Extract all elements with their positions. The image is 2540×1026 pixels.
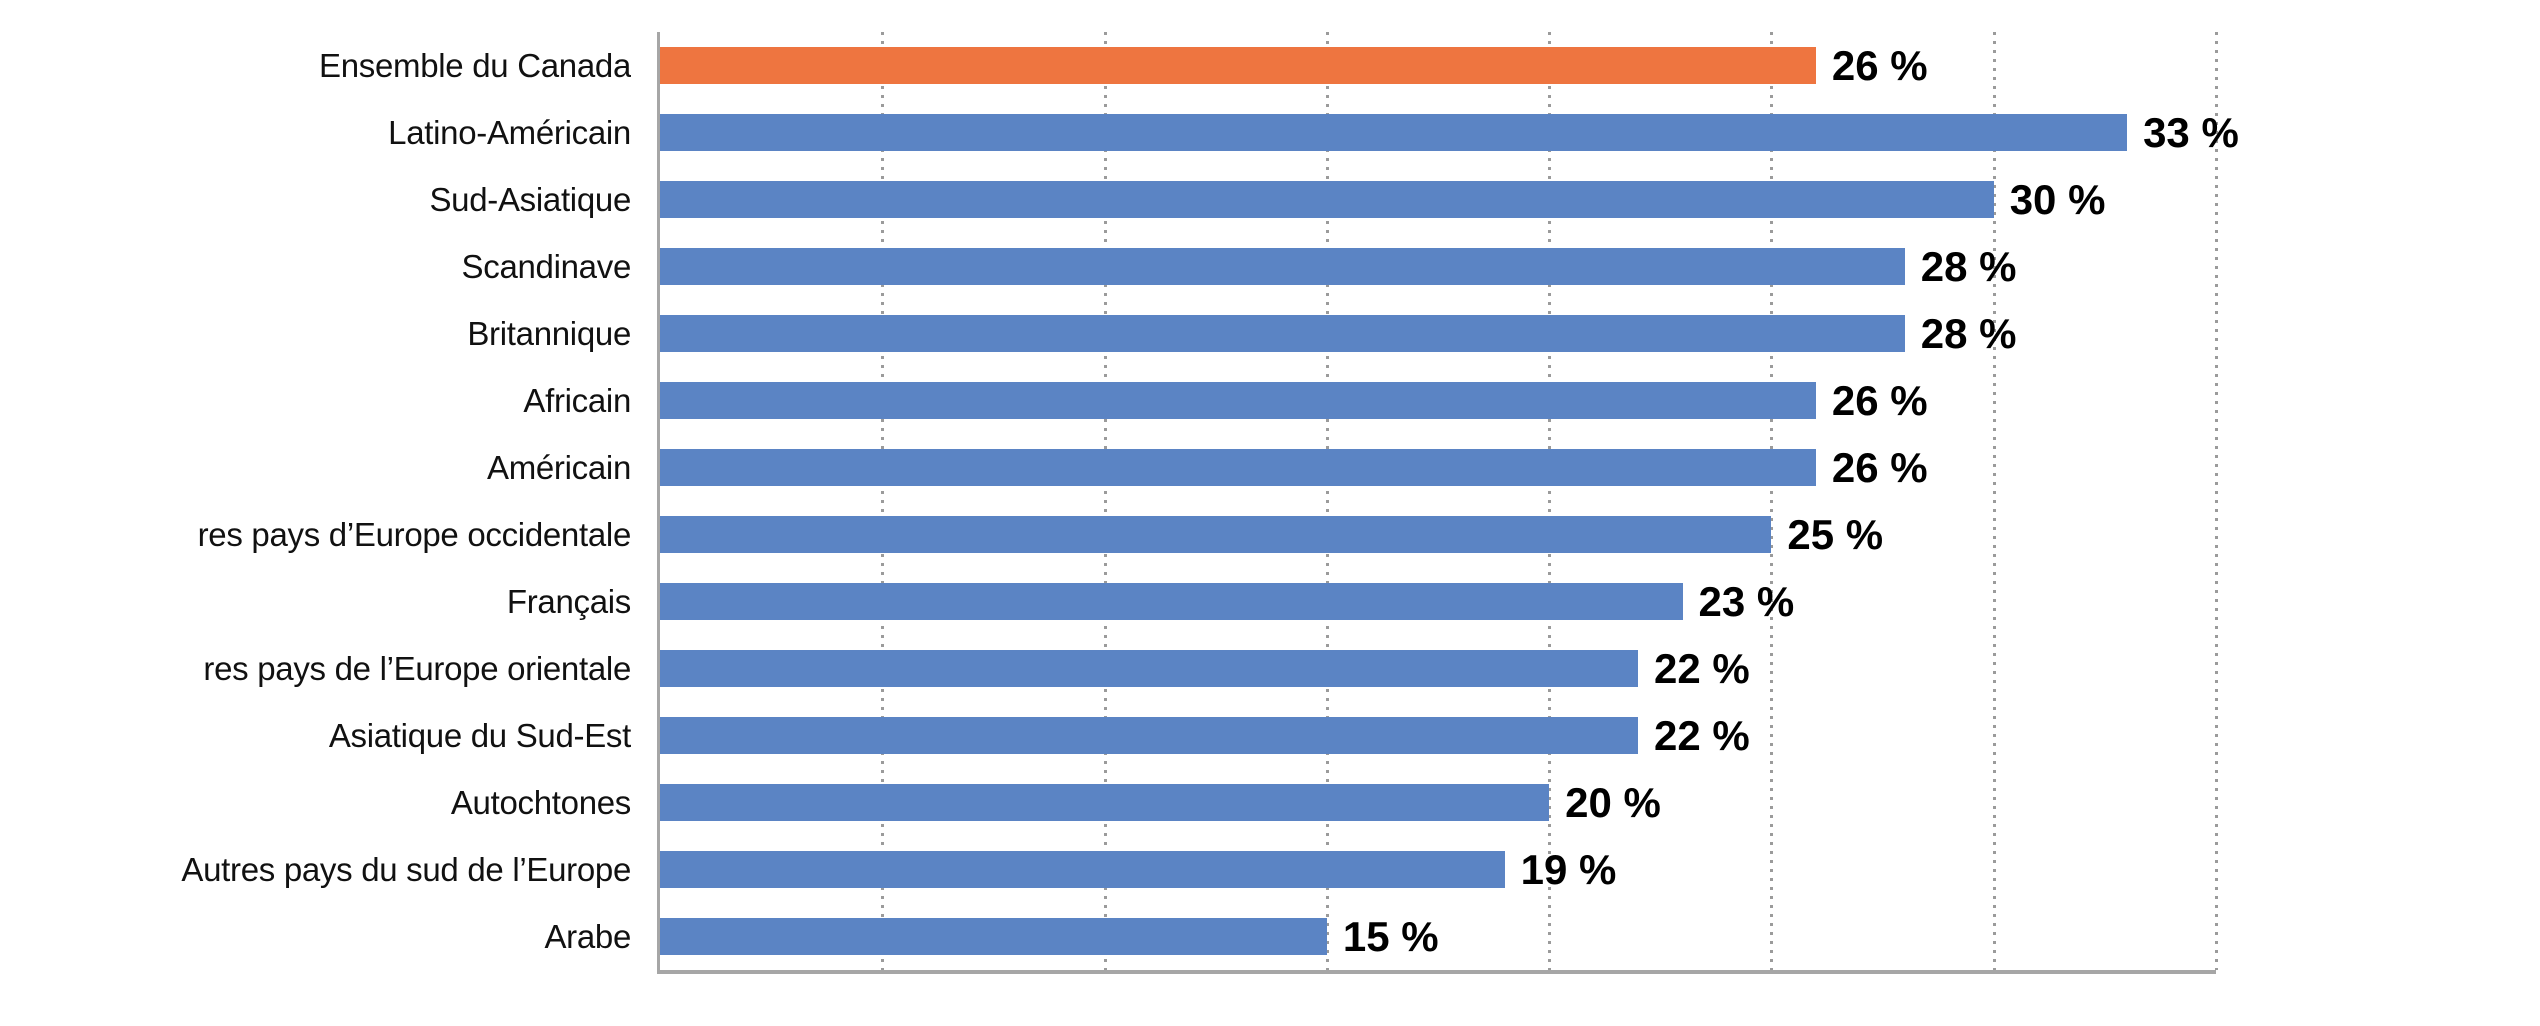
value-label: 26 % [1831, 376, 1928, 424]
category-label: Britannique [467, 314, 631, 352]
category-label: res pays de l’Europe orientale [203, 649, 631, 687]
category-axis-labels: Ensemble du Canada Latino-Américain Sud-As… [0, 32, 631, 970]
value-label: 28 % [1920, 309, 2017, 357]
gridline [2215, 32, 2218, 970]
value-label: 25 % [1787, 510, 1884, 558]
bar-row: 26 % [660, 32, 2216, 99]
value-label: 26 % [1831, 443, 1928, 491]
bar [660, 315, 1905, 352]
value-label: 22 % [1654, 711, 1750, 759]
category-label: Autres pays du sud de l’Europe [181, 850, 631, 888]
value-label: 30 % [2009, 175, 2106, 223]
bar [660, 583, 1683, 620]
value-label: 33 % [2143, 108, 2239, 156]
bar-row: 28 % [660, 300, 2216, 367]
bar-row: 19 % [660, 836, 2216, 903]
category-label: Arabe [544, 917, 631, 955]
value-label: 19 % [1520, 845, 1617, 893]
gridline [1992, 32, 1996, 970]
value-label: 20 % [1565, 778, 1661, 826]
gridline [1770, 32, 1774, 970]
category-label: Français [506, 582, 631, 620]
bar [660, 650, 1639, 687]
bar-row: 22 % [660, 635, 2216, 702]
gridline [1548, 32, 1552, 970]
plot-area: 26 % 33 % 30 % 28 % 28 % 26 % 26 % 25 % 23 % 22 %… [657, 32, 2239, 974]
bar-row: 25 % [660, 501, 2216, 568]
category-label: Asiatique du Sud-Est [328, 716, 631, 754]
gridline [1325, 32, 1329, 970]
bar [660, 248, 1905, 285]
bar [660, 918, 1327, 955]
category-label: Ensemble du Canada [319, 46, 631, 84]
category-label: Latino-Américain [388, 113, 631, 151]
bar-row: 26 % [660, 434, 2216, 501]
value-label: 28 % [1920, 242, 2017, 290]
bar-row: 23 % [660, 568, 2216, 635]
value-label: 22 % [1654, 644, 1750, 692]
bar-row: 20 % [660, 769, 2216, 836]
bar [660, 382, 1816, 419]
category-label: Autochtones [450, 783, 631, 821]
bar [660, 449, 1816, 486]
value-label: 26 % [1831, 41, 1928, 89]
bar-row: 22 % [660, 702, 2216, 769]
category-label: Scandinave [461, 247, 631, 285]
value-label: 23 % [1698, 577, 1795, 625]
bar-row: 28 % [660, 233, 2216, 300]
bar-row: 26 % [660, 367, 2216, 434]
bar [660, 717, 1639, 754]
category-label: res pays d’Europe occidentale [197, 515, 631, 553]
category-label: Africain [523, 381, 631, 419]
bar [660, 784, 1550, 821]
bar [660, 516, 1772, 553]
bar-row: 15 % [660, 903, 2216, 970]
bar [660, 114, 2128, 151]
bar-highlight [660, 47, 1816, 84]
bar [660, 181, 1994, 218]
gridline [1103, 32, 1107, 970]
value-label: 15 % [1342, 912, 1439, 960]
gridline [881, 32, 885, 970]
category-label: Américain [486, 448, 631, 486]
bar-row: 33 % [660, 99, 2239, 166]
bar [660, 851, 1505, 888]
bar-row: 30 % [660, 166, 2216, 233]
category-label: Sud-Asiatique [429, 180, 631, 218]
